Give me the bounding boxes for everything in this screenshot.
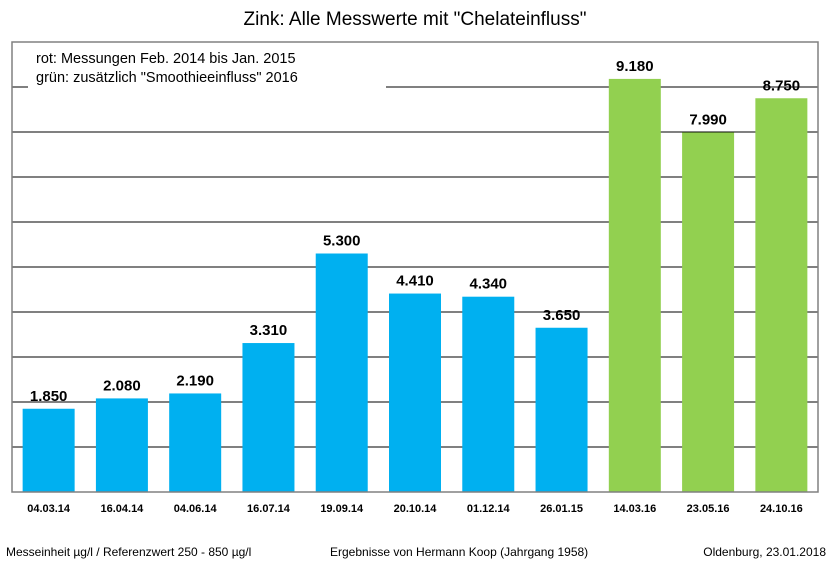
x-tick-label: 26.01.15 [540, 503, 583, 515]
x-tick-label: 04.03.14 [27, 503, 71, 515]
bar-01.12.14 [462, 296, 515, 492]
data-label: 7.990 [689, 111, 727, 128]
data-label: 2.080 [103, 377, 141, 394]
x-tick-label: 14.03.16 [613, 503, 656, 515]
bars: 1.850 04.03.14 2.080 16.04.14 2.190 04.06.14 3… [22, 58, 808, 515]
legend-box [28, 44, 386, 96]
data-label: 4.410 [396, 273, 434, 290]
bar-20.10.14 [389, 293, 441, 492]
legend-line-red: rot: Messungen Feb. 2014 bis Jan. 2015 [36, 51, 296, 67]
bar-14.03.16 [608, 78, 661, 493]
bar-04.06.14 [169, 393, 222, 492]
footer-center: Ergebnisse von Hermann Koop (Jahrgang 19… [330, 545, 588, 559]
bar-04.03.14 [22, 408, 75, 492]
bar-23.05.16 [682, 132, 735, 492]
x-tick-label: 20.10.14 [394, 503, 438, 515]
bar-26.01.15 [535, 327, 588, 492]
bar-24.10.16 [755, 98, 808, 492]
data-label: 5.300 [323, 233, 361, 250]
data-label: 8.750 [763, 77, 801, 94]
footer-left: Messeinheit µg/l / Referenzwert 250 - 85… [6, 545, 251, 559]
data-label: 4.340 [469, 276, 507, 293]
data-label: 3.650 [543, 307, 581, 324]
x-tick-label: 24.10.16 [760, 503, 803, 515]
x-tick-label: 16.04.14 [100, 503, 144, 515]
data-label: 9.180 [616, 58, 654, 75]
footer-right: Oldenburg, 23.01.2018 [703, 545, 826, 559]
x-tick-label: 19.09.14 [320, 503, 364, 515]
data-label: 1.850 [30, 388, 68, 405]
x-tick-label: 01.12.14 [467, 503, 511, 515]
data-label: 2.190 [176, 372, 214, 389]
chart-title: Zink: Alle Messwerte mit "Chelateinfluss… [244, 9, 587, 30]
plot-frame [11, 41, 819, 493]
legend-line-green: grün: zusätzlich "Smoothieeinfluss" 2016 [36, 70, 298, 86]
bar-16.04.14 [95, 398, 148, 492]
x-tick-label: 16.07.14 [247, 503, 291, 515]
data-label: 3.310 [250, 322, 288, 339]
x-tick-label: 04.06.14 [174, 503, 218, 515]
bar-16.07.14 [242, 343, 295, 492]
bar-19.09.14 [315, 253, 368, 492]
x-tick-label: 23.05.16 [687, 503, 730, 515]
